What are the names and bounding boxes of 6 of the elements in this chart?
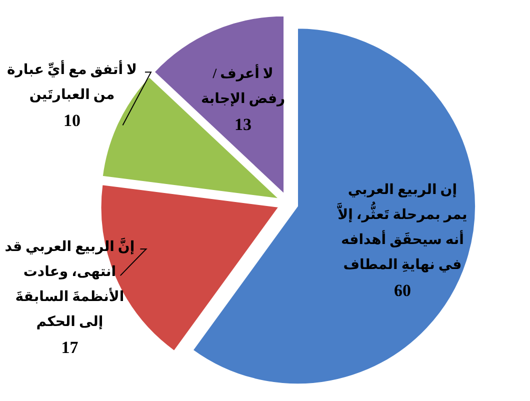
slice-label: لا أتفق مع أيِّ عبارة من العبارتَين	[6, 59, 138, 106]
data-label: 17	[60, 336, 80, 359]
data-label: 13	[234, 114, 253, 136]
slice-label: إن الربيع العربي يمر بمرحلة تَعثُّر، إلاَّ أنه سيحقَق أهدافه في نهايةِ المطاف	[337, 182, 468, 275]
data-label: 60	[392, 280, 412, 302]
data-label: 10	[62, 110, 82, 132]
